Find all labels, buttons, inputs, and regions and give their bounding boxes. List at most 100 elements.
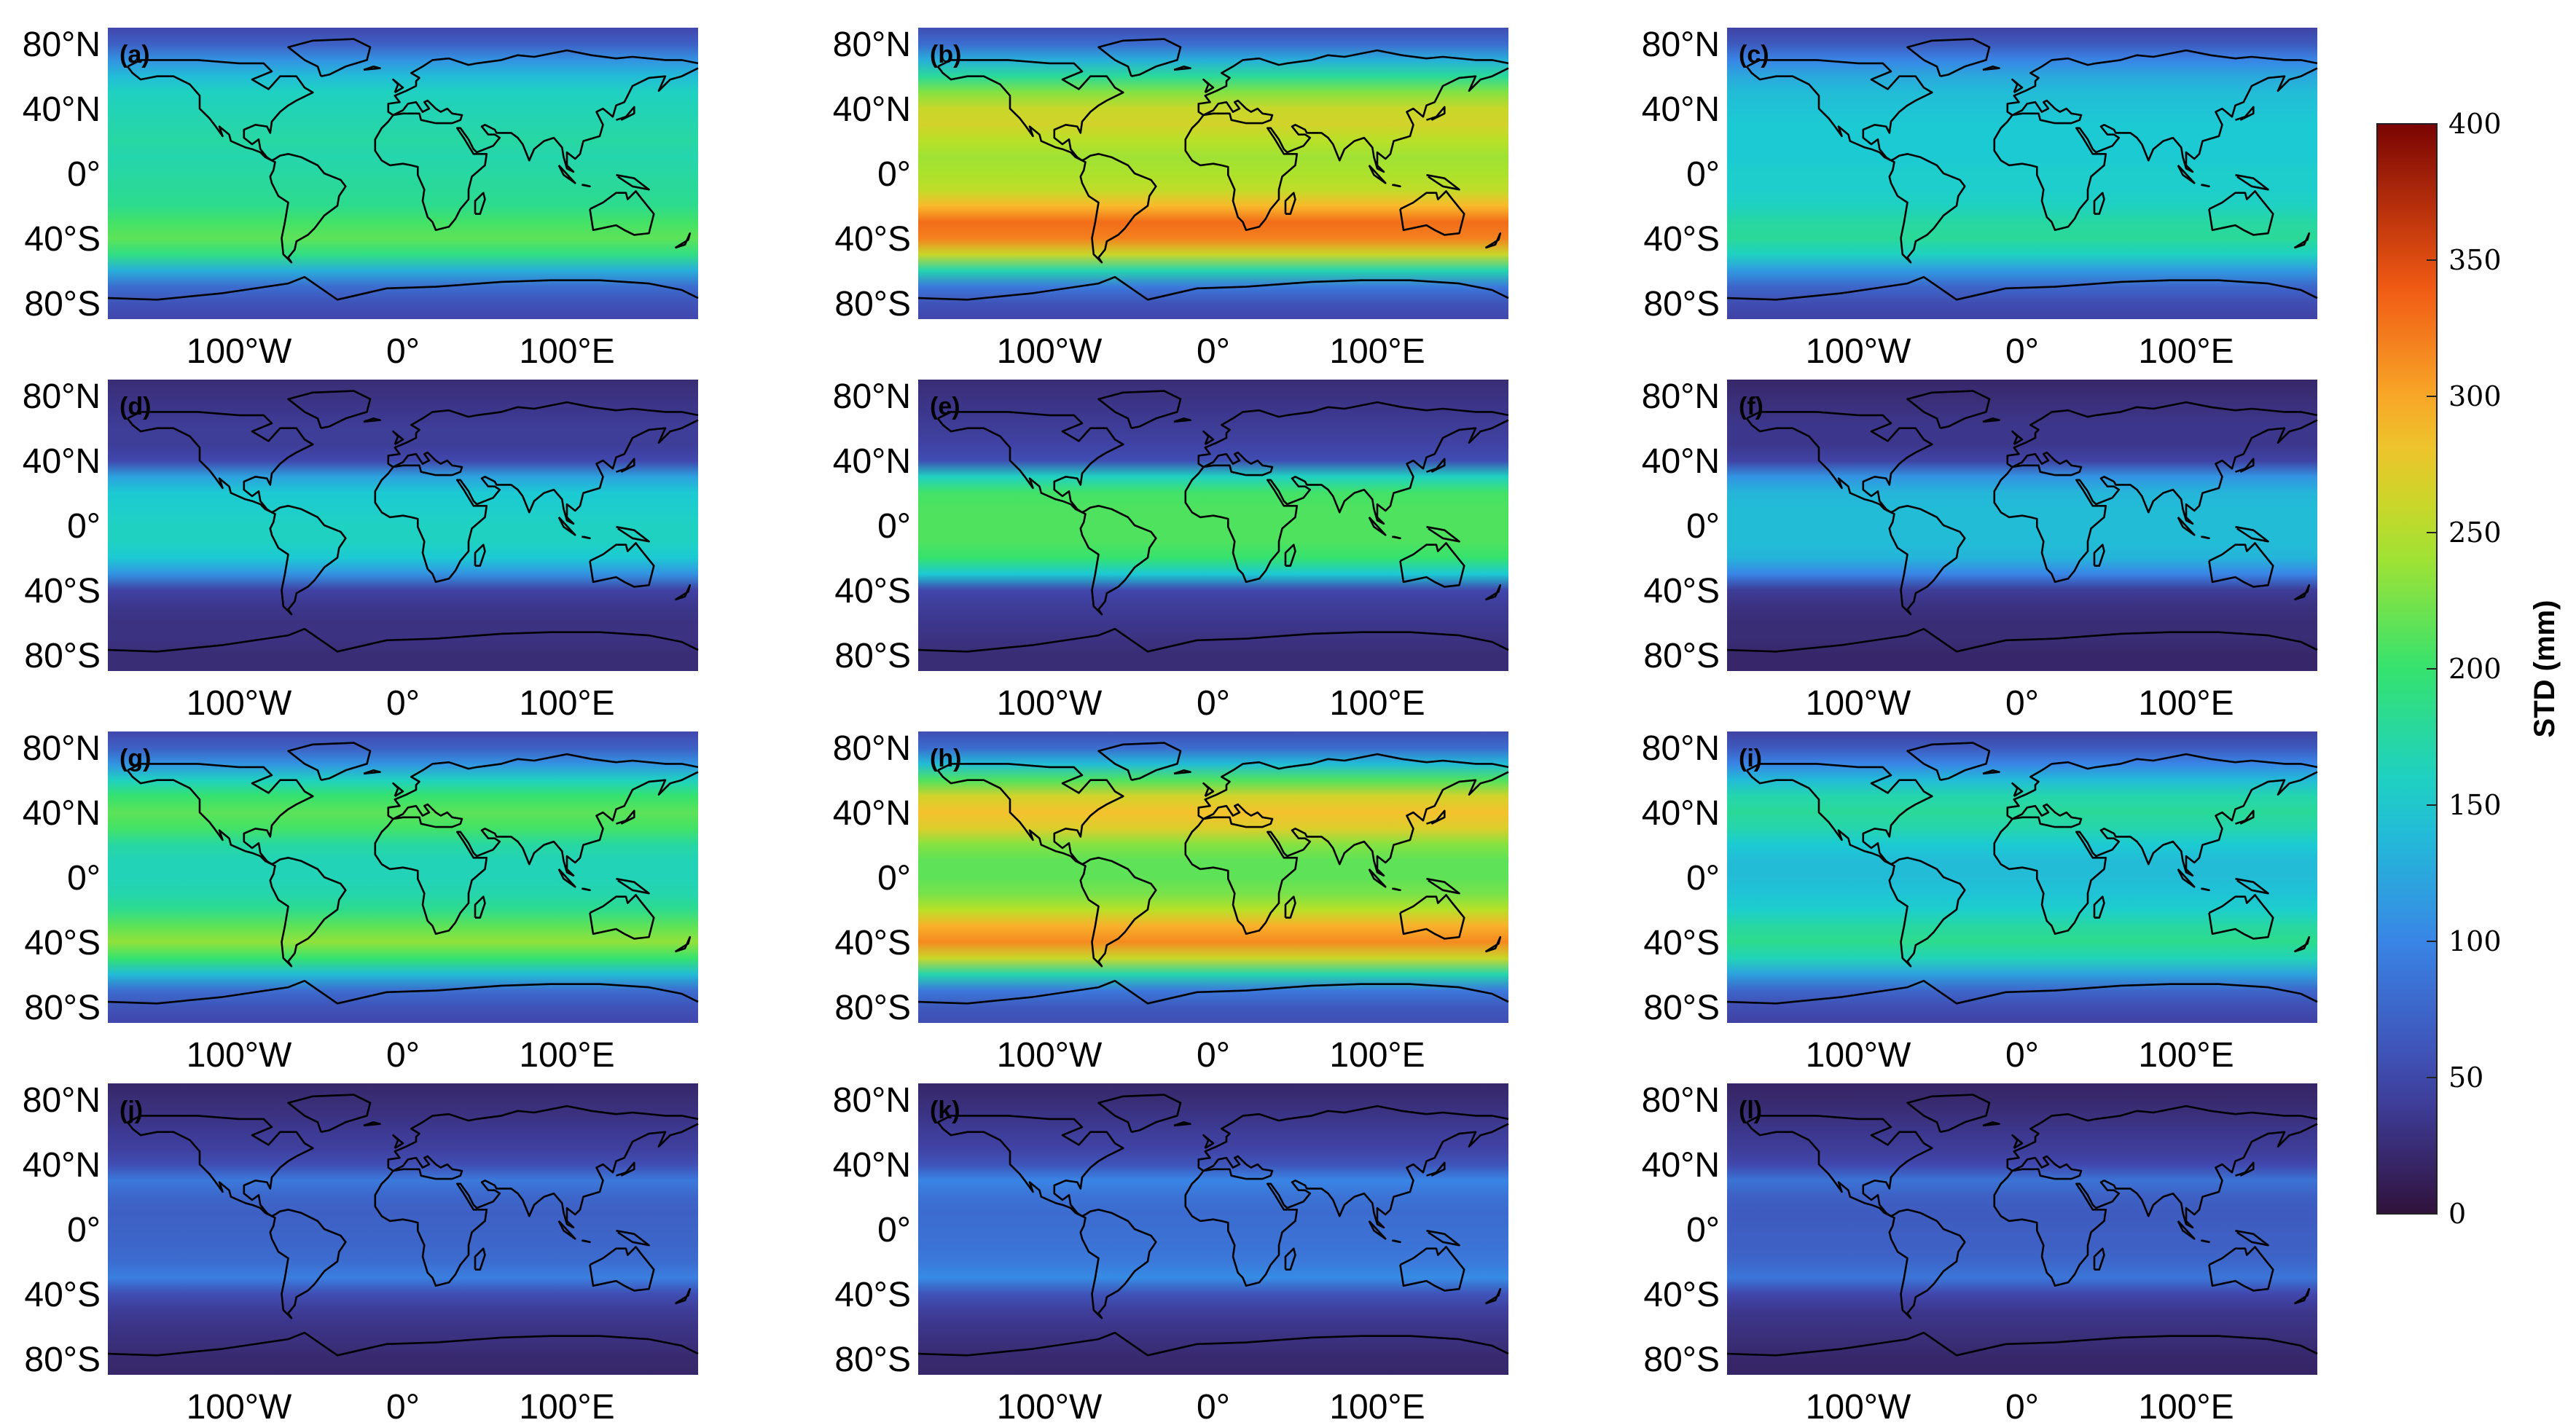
coastline — [387, 49, 699, 117]
map-panel-l: (l) 80°N 40°N 0° 40°S 80°S 100°W 0° 100°E — [1642, 1081, 2318, 1427]
map-panel-a: (a) 80°N 40°N 0° 40°S 80°S 100°W 0° 100°E — [23, 26, 699, 371]
x-tick-label: 100°E — [1329, 684, 1425, 723]
x-tick-label: 100°W — [997, 1388, 1103, 1427]
x-tick-label: 100°W — [1806, 1388, 1911, 1427]
coastline — [1368, 868, 1387, 888]
coastline — [1097, 742, 1182, 781]
coastlines — [107, 1094, 699, 1357]
y-tick-label: 80°N — [833, 377, 911, 416]
coastline — [1484, 935, 1502, 953]
y-tick-label: 40°S — [24, 924, 101, 962]
x-tick-label: 0° — [1197, 332, 1230, 371]
coastline — [1726, 1331, 2318, 1357]
coastline — [1426, 1161, 1446, 1177]
coastline — [387, 1105, 699, 1172]
coastline — [287, 38, 372, 77]
coastline — [616, 173, 650, 191]
coastline — [1745, 59, 1966, 264]
y-tick-label: 80°S — [1643, 1341, 1720, 1379]
y-tick-label: 40°S — [834, 572, 911, 611]
map-panel-j: (j) 80°N 40°N 0° 40°S 80°S 100°W 0° 100°E — [23, 1081, 699, 1427]
coastline — [2177, 165, 2196, 184]
coastline — [1197, 753, 1509, 820]
x-tick-label: 100°E — [519, 1036, 614, 1075]
x-tick-label: 100°W — [187, 1036, 292, 1075]
y-tick-label: 80°N — [1642, 26, 1720, 64]
coastline — [387, 401, 699, 468]
x-tick-label: 0° — [386, 684, 420, 723]
std-field — [918, 28, 1508, 319]
panel-label: (i) — [1739, 745, 1762, 772]
panel-label: (a) — [120, 41, 150, 68]
coastline — [363, 1121, 381, 1127]
y-tick-label: 80°N — [23, 26, 101, 64]
coastline — [1197, 1105, 1509, 1172]
y-tick-label: 40°N — [23, 90, 101, 129]
panel-label: (f) — [1739, 393, 1763, 420]
coastlines — [107, 390, 699, 653]
coastline — [2293, 232, 2311, 249]
coastline — [1202, 782, 1215, 798]
x-tick-label: 0° — [386, 1388, 420, 1427]
x-tick-label: 100°E — [519, 684, 614, 723]
y-tick-label: 40°N — [1642, 794, 1720, 833]
coastline — [2177, 868, 2196, 888]
std-field — [1727, 1083, 2317, 1375]
coastline — [557, 868, 576, 888]
coastline — [107, 979, 699, 1005]
colorbar-tick-label: 50 — [2448, 1062, 2483, 1094]
coastline — [936, 411, 1157, 616]
coastline — [2235, 1229, 2269, 1247]
y-tick-label: 80°N — [23, 377, 101, 416]
coastline — [363, 66, 381, 71]
y-tick-label: 40°S — [834, 220, 911, 259]
coastline — [1202, 430, 1215, 446]
coastline — [616, 877, 650, 895]
coastline — [107, 627, 699, 653]
coastline — [2201, 536, 2210, 540]
coastlines — [1726, 742, 2318, 1005]
coastline — [1173, 769, 1191, 775]
coastline — [1184, 419, 1509, 584]
x-tick-label: 100°W — [997, 332, 1103, 371]
y-tick-label: 40°N — [23, 442, 101, 481]
coastline — [1368, 165, 1387, 184]
coastline — [1184, 1123, 1509, 1287]
y-tick-label: 0° — [1686, 155, 1720, 194]
y-tick-label: 80°S — [1643, 989, 1720, 1027]
coastline — [1284, 192, 1296, 215]
coastline — [582, 536, 591, 540]
coastline — [1368, 517, 1387, 536]
y-tick-label: 40°N — [833, 1146, 911, 1185]
x-tick-label: 100°W — [187, 1388, 292, 1427]
coastline — [1173, 66, 1191, 71]
y-tick-label: 0° — [67, 155, 101, 194]
coastline — [363, 769, 381, 775]
coastline — [616, 106, 635, 121]
coastline — [2208, 894, 2274, 940]
coastline — [936, 1115, 1157, 1319]
coastline — [582, 887, 591, 892]
coastline — [616, 525, 650, 543]
coastlines — [917, 38, 1509, 301]
coastline — [2177, 1220, 2196, 1240]
std-field — [108, 28, 698, 319]
coastlines — [107, 38, 699, 301]
std-field — [108, 731, 698, 1023]
y-tick-label: 0° — [1686, 859, 1720, 898]
coastline — [1906, 1094, 1991, 1133]
std-field — [918, 1083, 1508, 1375]
coastline — [1392, 184, 1401, 188]
y-tick-label: 80°S — [24, 1341, 101, 1379]
coastline — [1993, 771, 2318, 935]
y-tick-label: 40°N — [833, 794, 911, 833]
y-tick-label: 40°S — [24, 572, 101, 611]
x-tick-label: 100°W — [187, 684, 292, 723]
coastline — [1426, 525, 1460, 543]
std-field — [918, 731, 1508, 1023]
y-tick-label: 40°S — [24, 220, 101, 259]
coastline — [1202, 1134, 1215, 1150]
std-field — [108, 380, 698, 671]
coastline — [1197, 401, 1509, 468]
coastline — [2235, 809, 2255, 825]
